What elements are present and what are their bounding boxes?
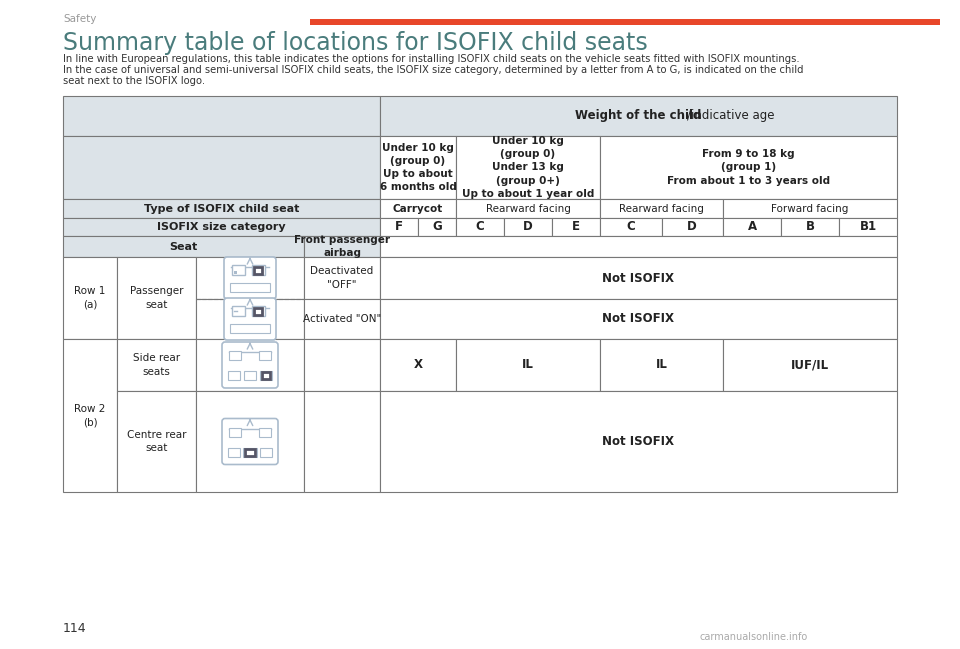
Bar bbox=[456, 136, 600, 199]
Bar bbox=[304, 236, 380, 257]
Text: Weight of the child: Weight of the child bbox=[575, 110, 702, 123]
Bar bbox=[117, 391, 196, 492]
Bar bbox=[229, 428, 241, 437]
Bar bbox=[552, 218, 600, 236]
Text: Deactivated
"OFF": Deactivated "OFF" bbox=[310, 266, 373, 289]
Bar bbox=[380, 339, 456, 391]
Bar bbox=[781, 218, 839, 236]
Bar bbox=[304, 339, 380, 391]
Text: seat next to the ISOFIX logo.: seat next to the ISOFIX logo. bbox=[63, 76, 205, 86]
Bar bbox=[839, 218, 897, 236]
Text: X: X bbox=[414, 358, 422, 371]
Text: Side rear
seats: Side rear seats bbox=[132, 354, 180, 376]
Bar bbox=[228, 371, 240, 380]
Text: Type of ISOFIX child seat: Type of ISOFIX child seat bbox=[144, 204, 300, 214]
Text: 114: 114 bbox=[63, 622, 86, 635]
Text: Front passenger
airbag: Front passenger airbag bbox=[294, 235, 390, 258]
Text: IL: IL bbox=[656, 358, 667, 371]
Text: D: D bbox=[687, 221, 697, 234]
Bar bbox=[230, 324, 270, 333]
Bar bbox=[260, 371, 272, 380]
Text: Under 10 kg
(group 0)
Under 13 kg
(group 0+)
Up to about 1 year old: Under 10 kg (group 0) Under 13 kg (group… bbox=[462, 136, 594, 199]
Text: Rearward facing: Rearward facing bbox=[486, 204, 570, 214]
Bar bbox=[304, 391, 380, 492]
Bar bbox=[504, 218, 552, 236]
Text: D: D bbox=[523, 221, 533, 234]
Bar bbox=[259, 428, 271, 437]
Bar bbox=[456, 339, 600, 391]
Text: B: B bbox=[805, 221, 814, 234]
Bar bbox=[600, 218, 661, 236]
Bar bbox=[380, 236, 897, 257]
Text: Carrycot: Carrycot bbox=[393, 204, 444, 214]
Text: In the case of universal and semi-universal ISOFIX child seats, the ISOFIX size : In the case of universal and semi-univer… bbox=[63, 65, 804, 75]
Text: Row 1
(a): Row 1 (a) bbox=[74, 286, 106, 310]
Bar bbox=[230, 283, 270, 292]
Bar bbox=[234, 271, 237, 274]
Bar bbox=[600, 339, 723, 391]
Text: Forward facing: Forward facing bbox=[771, 204, 849, 214]
Bar bbox=[229, 351, 241, 360]
Bar bbox=[661, 218, 723, 236]
Text: Not ISOFIX: Not ISOFIX bbox=[603, 271, 675, 284]
Bar bbox=[117, 257, 196, 339]
Text: IUF/IL: IUF/IL bbox=[791, 358, 829, 371]
Text: Not ISOFIX: Not ISOFIX bbox=[603, 435, 675, 448]
Bar bbox=[232, 265, 245, 275]
Text: C: C bbox=[475, 221, 485, 234]
Bar bbox=[310, 19, 940, 25]
Bar bbox=[259, 351, 271, 360]
Bar bbox=[63, 96, 380, 136]
Bar bbox=[232, 306, 245, 316]
Bar bbox=[63, 257, 117, 339]
Text: Activated "ON": Activated "ON" bbox=[302, 314, 381, 324]
Text: From 9 to 18 kg
(group 1)
From about 1 to 3 years old: From 9 to 18 kg (group 1) From about 1 t… bbox=[667, 149, 830, 186]
Bar bbox=[456, 199, 600, 218]
Bar bbox=[254, 267, 262, 274]
Bar bbox=[228, 448, 240, 456]
Text: Row 2
(b): Row 2 (b) bbox=[74, 404, 106, 427]
Text: Under 10 kg
(group 0)
Up to about
6 months old: Under 10 kg (group 0) Up to about 6 mont… bbox=[379, 143, 456, 192]
Bar bbox=[723, 199, 897, 218]
Bar bbox=[63, 236, 304, 257]
Bar bbox=[418, 218, 456, 236]
Bar bbox=[262, 372, 270, 379]
Text: Rearward facing: Rearward facing bbox=[619, 204, 704, 214]
Text: /indicative age: /indicative age bbox=[686, 110, 775, 123]
Bar bbox=[723, 218, 781, 236]
Bar bbox=[243, 448, 257, 456]
Bar bbox=[380, 136, 456, 199]
Text: G: G bbox=[432, 221, 442, 234]
Text: Passenger
seat: Passenger seat bbox=[130, 286, 183, 310]
Bar bbox=[245, 448, 255, 456]
Bar bbox=[63, 339, 117, 492]
Bar bbox=[600, 136, 897, 199]
Text: Seat: Seat bbox=[169, 241, 198, 252]
Text: Not ISOFIX: Not ISOFIX bbox=[603, 313, 675, 326]
Text: ISOFIX size category: ISOFIX size category bbox=[157, 222, 286, 232]
Bar bbox=[304, 299, 380, 339]
FancyBboxPatch shape bbox=[222, 419, 278, 465]
Bar bbox=[63, 199, 380, 218]
Bar bbox=[252, 265, 265, 275]
FancyBboxPatch shape bbox=[222, 342, 278, 388]
Bar bbox=[196, 339, 304, 391]
Bar bbox=[380, 199, 456, 218]
Bar bbox=[63, 136, 380, 199]
Bar bbox=[380, 96, 897, 136]
Text: B1: B1 bbox=[859, 221, 876, 234]
Bar bbox=[380, 391, 897, 492]
Text: Centre rear
seat: Centre rear seat bbox=[127, 430, 186, 453]
Bar bbox=[63, 218, 380, 236]
Bar bbox=[244, 371, 256, 380]
Text: F: F bbox=[395, 221, 403, 234]
Bar bbox=[456, 218, 504, 236]
Bar bbox=[380, 257, 897, 299]
FancyBboxPatch shape bbox=[224, 257, 276, 299]
Bar bbox=[252, 306, 265, 316]
Text: Summary table of locations for ISOFIX child seats: Summary table of locations for ISOFIX ch… bbox=[63, 31, 648, 55]
Bar bbox=[723, 339, 897, 391]
Bar bbox=[380, 218, 418, 236]
Text: A: A bbox=[748, 221, 756, 234]
Text: C: C bbox=[626, 221, 636, 234]
